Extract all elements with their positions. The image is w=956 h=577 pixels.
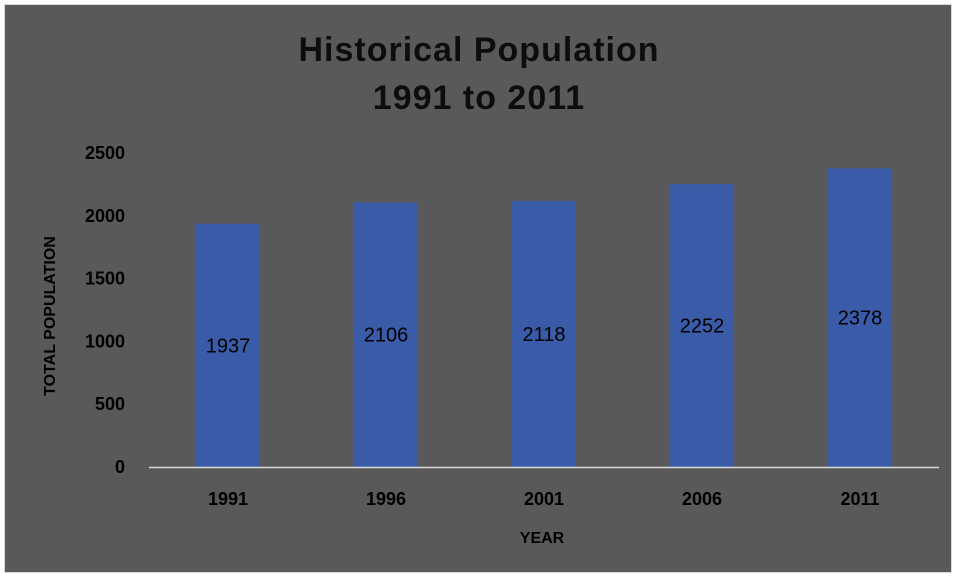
y-axis-title: TOTAL POPULATION: [42, 236, 59, 396]
x-axis-title: YEAR: [520, 530, 565, 547]
data-label-2011: 2378: [838, 308, 883, 330]
y-tick-label: 1500: [85, 269, 125, 289]
bar-2001: [512, 200, 576, 468]
y-axis: 0 500 1000 1500 2000 2500: [85, 143, 125, 477]
chart-area: Historical Population 1991 to 2011 0 500 1…: [4, 4, 952, 573]
x-tick-label: 2006: [682, 489, 722, 509]
x-tick-label: 2001: [524, 489, 564, 509]
data-label-2001: 2118: [522, 324, 565, 346]
data-label-1991: 1937: [206, 335, 251, 357]
y-tick-label: 1000: [85, 331, 125, 351]
data-label-2006: 2252: [680, 316, 725, 338]
bars: 1937 2106 2118 2252 2378: [196, 168, 892, 468]
x-axis: 1991 1996 2001 2006 2011: [208, 489, 880, 509]
y-tick-label: 2500: [85, 143, 125, 163]
chart-title-line-2: 1991 to 2011: [373, 79, 585, 117]
chart-title-line-1: Historical Population: [298, 31, 659, 69]
y-tick-label: 2000: [85, 206, 125, 226]
bar-2011: [828, 168, 892, 468]
data-label-1996: 2106: [364, 325, 409, 347]
bar-1991: [196, 223, 260, 467]
y-tick-label: 0: [115, 457, 125, 477]
bar-1996: [354, 202, 418, 468]
y-tick-label: 500: [95, 394, 125, 414]
x-tick-label: 1996: [366, 489, 406, 509]
bar-2006: [670, 184, 734, 467]
x-tick-label: 1991: [208, 489, 248, 509]
x-tick-label: 2011: [840, 489, 879, 509]
bar-chart: Historical Population 1991 to 2011 0 500 1…: [42, 31, 939, 547]
